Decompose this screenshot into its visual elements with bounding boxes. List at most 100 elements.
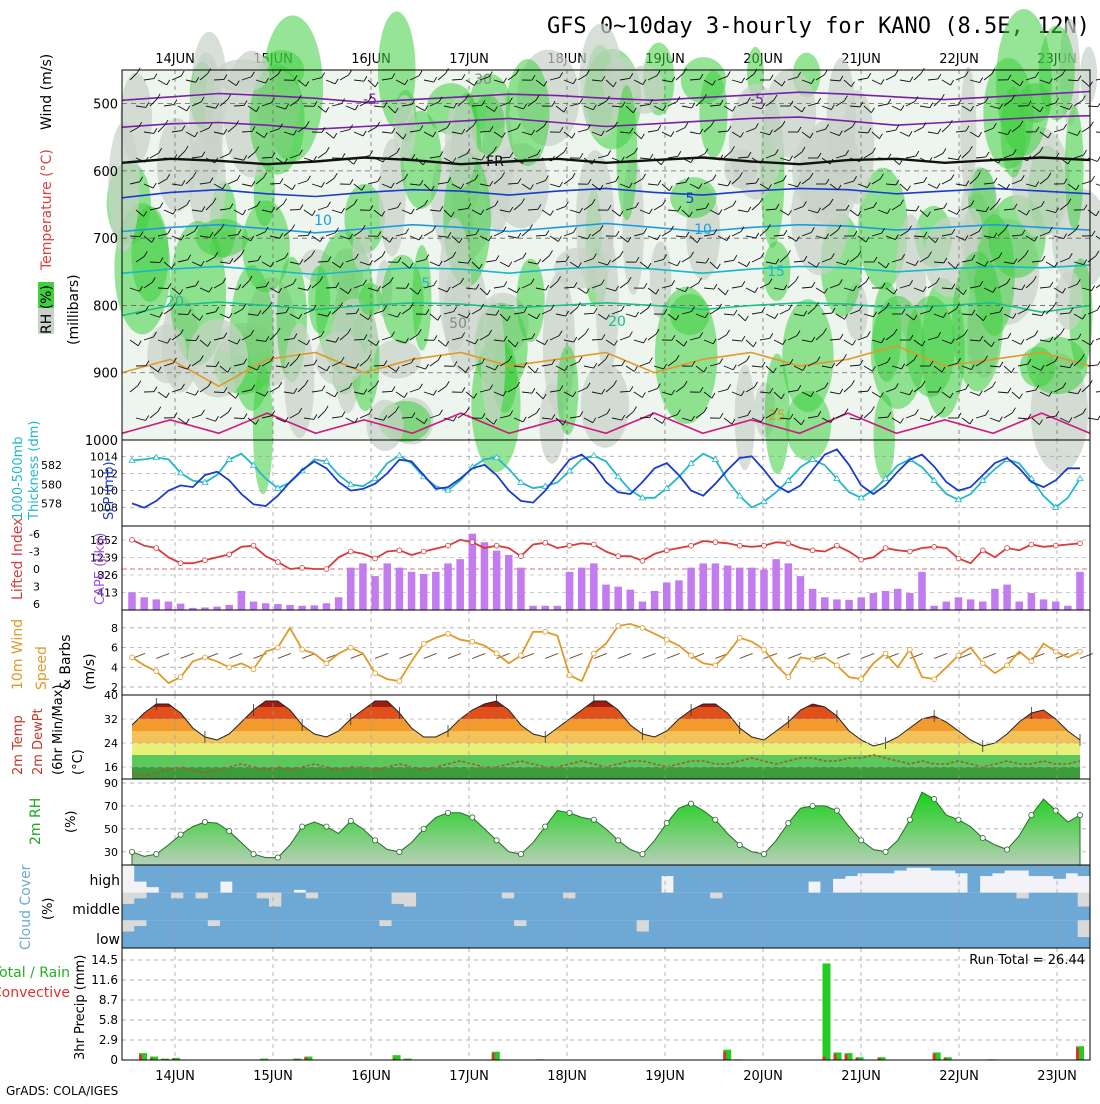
cloud-low-cell: [1004, 920, 1017, 948]
lifted-index-series-point: [1029, 542, 1034, 547]
cloud-low-cell: [257, 920, 270, 948]
wind-speed-series-point: [883, 651, 888, 656]
cape-bar: [627, 590, 635, 610]
cape-bar: [359, 563, 367, 610]
cloud-low-cell: [367, 920, 380, 948]
cloud-middle-cell: [771, 893, 784, 921]
cloud-high-cell: [220, 865, 233, 882]
cloud-middle-cell: [171, 898, 184, 920]
precip-convective-bar: [1076, 1048, 1079, 1060]
cloud-high-cell: [404, 865, 417, 893]
cloud-middle-cell: [624, 893, 637, 921]
wind-frame: [122, 610, 1090, 695]
cloud-high-cell: [392, 865, 405, 893]
cloud-high-cell: [747, 865, 760, 893]
wind-speed-series-point: [494, 651, 499, 656]
contour-label: 30: [474, 72, 492, 88]
wind-barb: [206, 366, 216, 367]
wind-barb-10m: [472, 653, 485, 658]
footer-credit: GrADS: COLA/IGES: [6, 1084, 118, 1098]
cloud-high-cell: [379, 865, 392, 893]
wind-speed-series-point: [203, 655, 208, 660]
contour-label: 10: [314, 213, 332, 229]
rh-tick-label: 50: [104, 823, 118, 836]
lifted-index-series-point: [956, 556, 961, 561]
wind-barb: [214, 79, 224, 80]
lifted-index-series-point: [203, 558, 208, 563]
cloud-low-cell: [404, 920, 417, 948]
cape-bar: [675, 580, 683, 610]
upper-air-legend: RH (%)Temperature (°C)Wind (m/s)(milliba…: [38, 54, 82, 345]
cloud-middle-cell: [269, 907, 282, 921]
cloud-high-cell: [1004, 865, 1017, 871]
cloud-high-cell: [147, 865, 160, 887]
thickness-series-point: [1077, 476, 1083, 481]
cape-bar: [323, 603, 331, 610]
cloud-high-cell: [514, 865, 527, 893]
temp-axis-label-0: 2m Temp: [11, 715, 26, 775]
cloud-middle-cell: [833, 893, 846, 921]
wind-barb: [402, 417, 412, 418]
wind-barb: [1096, 336, 1100, 340]
cloud-low-cell: [269, 920, 282, 948]
lifted-index-series-point: [1053, 543, 1058, 548]
wind-speed-series-point: [543, 629, 548, 634]
cloud-low-cell: [686, 920, 699, 948]
cape-bar: [177, 604, 185, 610]
cape-bar: [651, 591, 659, 610]
cloud-gap-cell: [514, 920, 527, 926]
cloud-high-cell: [134, 865, 147, 882]
rh-point: [980, 835, 985, 840]
cloud-high-cell: [661, 865, 674, 876]
cloud-middle-cell: [918, 893, 931, 921]
wind-speed-series-point: [178, 675, 183, 680]
cloud-high-cell: [710, 865, 723, 893]
slp-tick-label: 1014: [90, 450, 118, 463]
wind-speed-series-point: [1005, 663, 1010, 668]
cape-bar: [335, 597, 343, 610]
rh-shading: [963, 208, 982, 250]
rh-point: [956, 817, 961, 822]
rh-point: [713, 817, 718, 822]
lifted-index-series-point: [567, 543, 572, 548]
wind-barb-10m: [1080, 653, 1093, 658]
cloud-gap-cell: [134, 893, 147, 899]
rh-point: [543, 824, 548, 829]
cloud-middle-cell: [502, 898, 515, 920]
lifted-index-series-point: [324, 567, 329, 572]
cloud-high-cell: [992, 865, 1005, 873]
cloud-middle-cell: [747, 893, 760, 921]
cape-bar: [274, 604, 282, 610]
cloud-high-cell: [1053, 865, 1066, 879]
temp-axis-label-1: 2m DewPt: [31, 708, 46, 775]
temp-band: [122, 755, 1090, 767]
cape-bar: [396, 568, 404, 610]
cloud-low-cell: [1078, 937, 1091, 948]
cloud-gap-cell: [269, 893, 282, 907]
wind-speed-series-point: [737, 635, 742, 640]
wind-barb-10m: [934, 653, 947, 658]
lifted-index-series-point: [1005, 546, 1010, 551]
wind-barb-10m: [229, 653, 242, 658]
cloud-middle-cell: [551, 893, 564, 921]
cloud-middle-cell: [514, 893, 527, 921]
cloud-level-middle: middle: [72, 902, 120, 918]
cloud-middle-cell: [220, 893, 233, 921]
rh-shading: [445, 97, 477, 189]
wind-barb-10m: [837, 653, 850, 658]
temp-band: [122, 743, 1090, 755]
cloud-high-cell: [820, 865, 833, 893]
cloud-high-cell: [1029, 865, 1042, 876]
date-label-bottom: 14JUN: [155, 1069, 195, 1084]
wind-speed-series-point: [154, 669, 159, 674]
wind-tick-label: 8: [111, 622, 118, 635]
wind-axis-label-2: & Barbs: [58, 635, 74, 691]
pressure-tick-label: 600: [93, 165, 118, 180]
precip-convective-bar: [139, 1054, 142, 1060]
wind-barb-10m: [181, 653, 194, 658]
cloud-middle-cell: [649, 893, 662, 921]
lifted-index-series-point: [178, 561, 183, 566]
wind-speed-series-point: [859, 677, 864, 682]
cloud-gap-cell: [392, 893, 405, 904]
cape-bar: [797, 576, 805, 610]
